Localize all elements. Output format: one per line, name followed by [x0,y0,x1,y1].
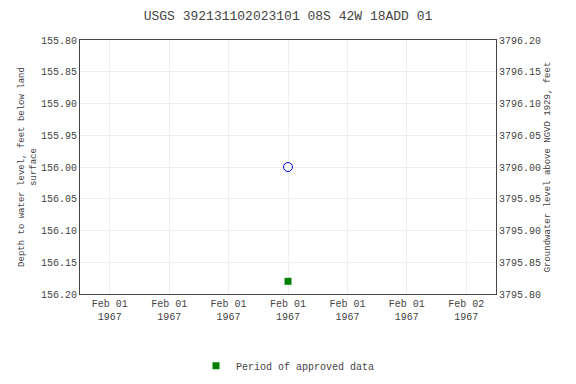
svg-text:155.80: 155.80 [41,36,77,47]
svg-text:Feb 011967: Feb 011967 [92,299,128,323]
svg-text:Feb 011967: Feb 011967 [389,299,425,323]
svg-text:Feb 011967: Feb 011967 [270,299,306,323]
svg-text:156.05: 156.05 [41,194,77,205]
svg-text:155.85: 155.85 [41,67,77,78]
svg-text:USGS 392131102023101 08S 42W 1: USGS 392131102023101 08S 42W 18ADD 01 [144,9,433,24]
svg-text:3796.15: 3796.15 [499,67,541,78]
svg-text:Period of approved data: Period of approved data [236,362,374,373]
svg-text:156.15: 156.15 [41,258,77,269]
svg-text:156.20: 156.20 [41,290,77,301]
svg-text:Feb 011967: Feb 011967 [151,299,187,323]
svg-text:3796.10: 3796.10 [499,99,541,110]
svg-text:155.95: 155.95 [41,131,77,142]
svg-text:Feb 011967: Feb 011967 [329,299,365,323]
svg-text:156.10: 156.10 [41,226,77,237]
svg-text:156.00: 156.00 [41,163,77,174]
svg-text:Depth to water level, feet bel: Depth to water level, feet below landsur… [17,67,39,267]
svg-text:3796.00: 3796.00 [499,163,541,174]
svg-text:Feb 011967: Feb 011967 [211,299,247,323]
svg-text:Groundwater level above NGVD 1: Groundwater level above NGVD 1929, feet [543,62,553,273]
svg-text:3795.90: 3795.90 [499,226,541,237]
svg-text:3795.85: 3795.85 [499,258,541,269]
svg-text:3795.80: 3795.80 [499,290,541,301]
svg-text:3796.20: 3796.20 [499,36,541,47]
svg-text:Feb 021967: Feb 021967 [448,299,484,323]
svg-text:3795.95: 3795.95 [499,194,541,205]
svg-text:155.90: 155.90 [41,99,77,110]
svg-text:3796.05: 3796.05 [499,131,541,142]
